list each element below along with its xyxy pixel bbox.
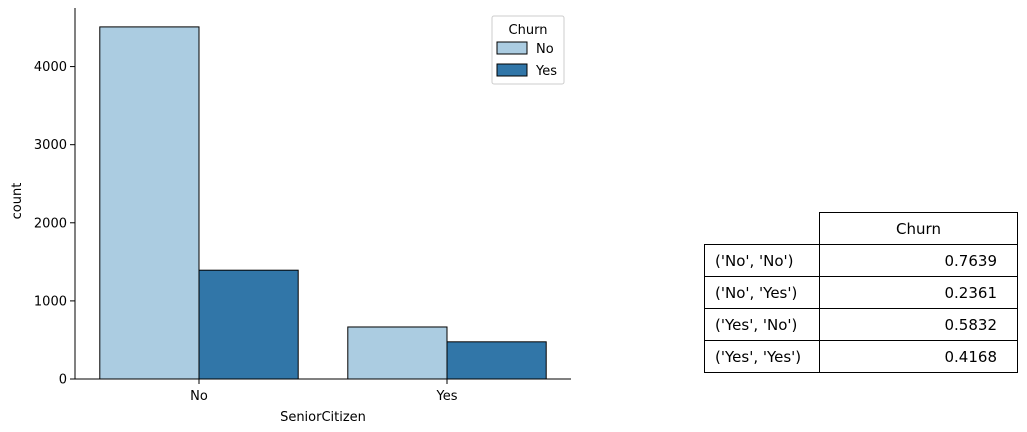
table-header-row: Churn	[705, 212, 1018, 245]
y-tick-label: 2000	[34, 216, 67, 231]
bar-yes-churn-no	[347, 326, 448, 380]
legend-swatch-no	[496, 41, 528, 55]
churn-rate-table: Churn ('No', 'No') 0.7639 ('No', 'Yes') …	[704, 212, 1018, 373]
table-row-label: ('No', 'Yes')	[704, 276, 820, 309]
y-tick-label: 4000	[34, 60, 67, 75]
table-row-label: ('Yes', 'Yes')	[704, 340, 820, 373]
bar-no-churn-yes	[198, 269, 299, 380]
table-cell-value: 0.4168	[819, 340, 1018, 373]
y-axis-label: count	[10, 183, 25, 220]
legend: Churn No Yes	[491, 15, 565, 85]
y-tick-label: 0	[59, 373, 67, 388]
bar-no-churn-no	[99, 26, 200, 380]
x-ticks-group: No Yes	[190, 379, 458, 404]
table-cell-value: 0.7639	[819, 244, 1018, 277]
legend-label-no: No	[536, 42, 554, 57]
table-cell-value: 0.5832	[819, 308, 1018, 341]
table-column-header: Churn	[819, 212, 1018, 245]
bars-group	[99, 26, 547, 380]
table-row: ('No', 'No') 0.7639	[704, 244, 1018, 277]
table-corner-cell	[705, 213, 820, 245]
y-ticks-group: 0 1000 2000 3000 4000	[34, 60, 75, 388]
table-row-label: ('No', 'No')	[704, 244, 820, 277]
bar-yes-churn-yes	[446, 341, 547, 380]
table-row-label: ('Yes', 'No')	[704, 308, 820, 341]
table-row: ('Yes', 'No') 0.5832	[704, 308, 1018, 341]
y-tick-label: 1000	[34, 294, 67, 309]
x-axis-label: SeniorCitizen	[280, 410, 366, 425]
legend-swatch-yes	[496, 63, 528, 77]
x-tick-label: Yes	[436, 389, 458, 404]
table-cell-value: 0.2361	[819, 276, 1018, 309]
legend-title: Churn	[509, 23, 548, 38]
legend-label-yes: Yes	[535, 64, 557, 79]
x-tick-label: No	[190, 389, 208, 404]
y-tick-label: 3000	[34, 138, 67, 153]
table-row: ('No', 'Yes') 0.2361	[704, 276, 1018, 309]
table-row: ('Yes', 'Yes') 0.4168	[704, 340, 1018, 373]
